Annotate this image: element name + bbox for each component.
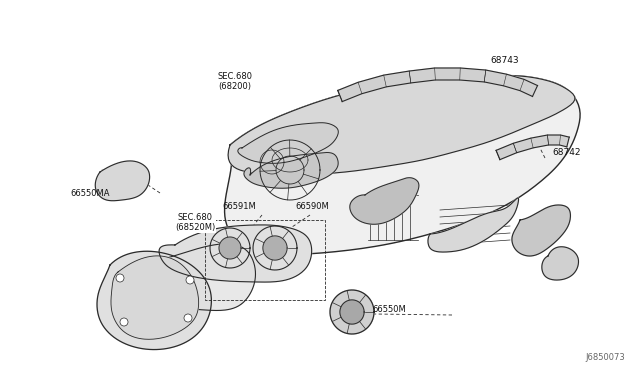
Circle shape [186,276,194,284]
Polygon shape [228,76,575,175]
Text: 68742: 68742 [552,148,580,157]
Polygon shape [225,76,580,254]
Polygon shape [350,178,419,224]
Polygon shape [263,236,287,260]
Text: J6850073: J6850073 [585,353,625,362]
Circle shape [120,318,128,326]
Polygon shape [244,153,338,188]
Circle shape [116,274,124,282]
Polygon shape [428,198,518,252]
Polygon shape [338,68,538,102]
Circle shape [184,314,192,322]
Text: 66591M: 66591M [222,202,256,211]
Polygon shape [97,251,211,350]
Bar [205,220,325,300]
Text: 66550M: 66550M [372,305,406,314]
Polygon shape [238,123,339,163]
Text: 68743: 68743 [490,55,518,64]
Polygon shape [496,135,569,160]
Polygon shape [542,247,579,280]
Polygon shape [95,161,150,201]
Polygon shape [111,256,198,339]
Text: 66590M: 66590M [295,202,329,211]
Text: SEC.680
(68200): SEC.680 (68200) [218,72,253,92]
Text: 66550MA: 66550MA [70,189,109,198]
Polygon shape [159,225,312,282]
Text: SEC.680
(68520M): SEC.680 (68520M) [175,213,215,232]
Polygon shape [147,244,255,311]
Polygon shape [512,205,570,256]
Polygon shape [219,237,241,259]
Polygon shape [340,300,364,324]
Polygon shape [330,290,374,334]
